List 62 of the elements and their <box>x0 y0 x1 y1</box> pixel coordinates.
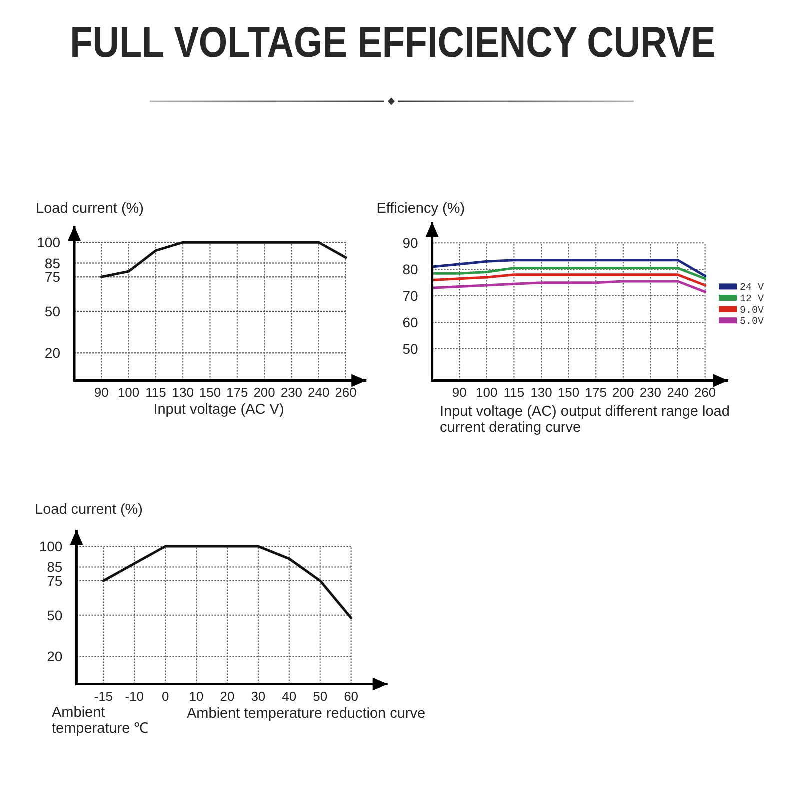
line-series <box>431 267 707 280</box>
x-tick-label: 90 <box>452 385 467 400</box>
x-tick-label: 240 <box>308 385 330 400</box>
y-tick-label: 75 <box>44 269 61 286</box>
line-series <box>100 241 348 278</box>
x-tick-label: 115 <box>504 385 525 400</box>
x-tick-label: 240 <box>667 385 689 400</box>
x-tick-label: 260 <box>694 385 716 400</box>
x-axis-title: Input voltage (AC) output different range load current derating curve <box>440 404 730 436</box>
x-tick-label: 175 <box>585 385 607 400</box>
x-axis-title: Input voltage (AC V) <box>154 402 284 418</box>
y-tick-label: 75 <box>47 572 63 589</box>
legend-label: 12 V <box>740 294 764 306</box>
y-tick-label: 60 <box>402 314 419 331</box>
line-series <box>431 280 707 294</box>
x-tick-label: 100 <box>476 385 498 400</box>
y-tick-label: 20 <box>47 648 63 665</box>
x-tick-label: -10 <box>125 688 144 704</box>
x-tick-label: 200 <box>612 385 634 400</box>
y-tick-label: 100 <box>39 538 63 555</box>
chart-title: FULL VOLTAGE EFFICIENCY CURVE <box>70 19 716 67</box>
x-tick-label: 130 <box>172 385 194 400</box>
y-axis-title: Efficiency (%) <box>376 201 466 217</box>
x-tick-label: 40 <box>282 688 297 704</box>
x-tick-label: 100 <box>118 385 140 400</box>
y-tick-label: 50 <box>402 340 419 357</box>
legend-label: 9.0V <box>740 306 764 317</box>
x-tick-label: 150 <box>199 385 222 400</box>
x-tick-label: 115 <box>146 385 166 400</box>
x-tick-label: 20 <box>220 688 235 704</box>
y-tick-label: 85 <box>44 255 61 272</box>
line-series <box>431 259 707 278</box>
x-tick-label: 30 <box>251 688 266 704</box>
x-tick-label: 0 <box>162 688 170 704</box>
line-series <box>431 274 707 287</box>
x-tick-label: 150 <box>558 385 580 400</box>
y-axis-title: Load current (%) <box>35 502 143 518</box>
legend-label: 5.0V <box>740 317 764 328</box>
y-tick-label: 100 <box>37 234 61 251</box>
y-tick-label: 85 <box>47 559 63 576</box>
x-tick-label: 60 <box>344 688 359 704</box>
y-tick-label: 50 <box>47 607 63 624</box>
legend-label: 24 V <box>740 283 764 294</box>
x-tick-label: 230 <box>280 385 303 400</box>
x-tick-label: 10 <box>189 688 204 704</box>
text: Ambient temperature reduction curve <box>187 706 426 722</box>
y-tick-label: 80 <box>402 262 419 278</box>
y-axis-title: Load current (%) <box>36 201 144 217</box>
x-tick-label: 230 <box>640 385 662 400</box>
y-tick-label: 70 <box>402 288 419 304</box>
line-series <box>102 545 353 620</box>
x-tick-label: 200 <box>254 385 276 400</box>
y-tick-label: 50 <box>44 304 61 320</box>
x-tick-label: 260 <box>335 385 357 400</box>
x-tick-label: 175 <box>226 385 248 400</box>
x-tick-label: 130 <box>530 385 552 400</box>
y-tick-label: 90 <box>402 235 419 252</box>
y-tick-label: 20 <box>44 345 61 362</box>
x-tick-label: 90 <box>94 385 109 400</box>
x-tick-label: -15 <box>94 688 114 704</box>
x-tick-label: 50 <box>313 688 328 704</box>
x-axis-title: Ambient temperature ℃ <box>52 705 150 737</box>
